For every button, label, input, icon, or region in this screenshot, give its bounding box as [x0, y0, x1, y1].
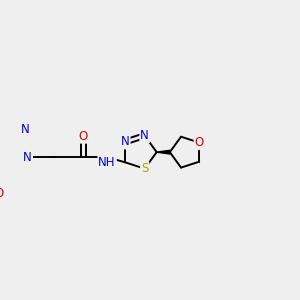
Text: NH: NH	[98, 156, 116, 169]
Text: N: N	[21, 123, 30, 136]
Text: O: O	[79, 130, 88, 143]
Text: N: N	[23, 151, 32, 164]
Text: N: N	[121, 135, 130, 148]
Polygon shape	[157, 150, 170, 154]
Text: S: S	[141, 162, 148, 175]
Text: O: O	[0, 187, 4, 200]
Text: O: O	[195, 136, 204, 149]
Text: N: N	[140, 129, 149, 142]
